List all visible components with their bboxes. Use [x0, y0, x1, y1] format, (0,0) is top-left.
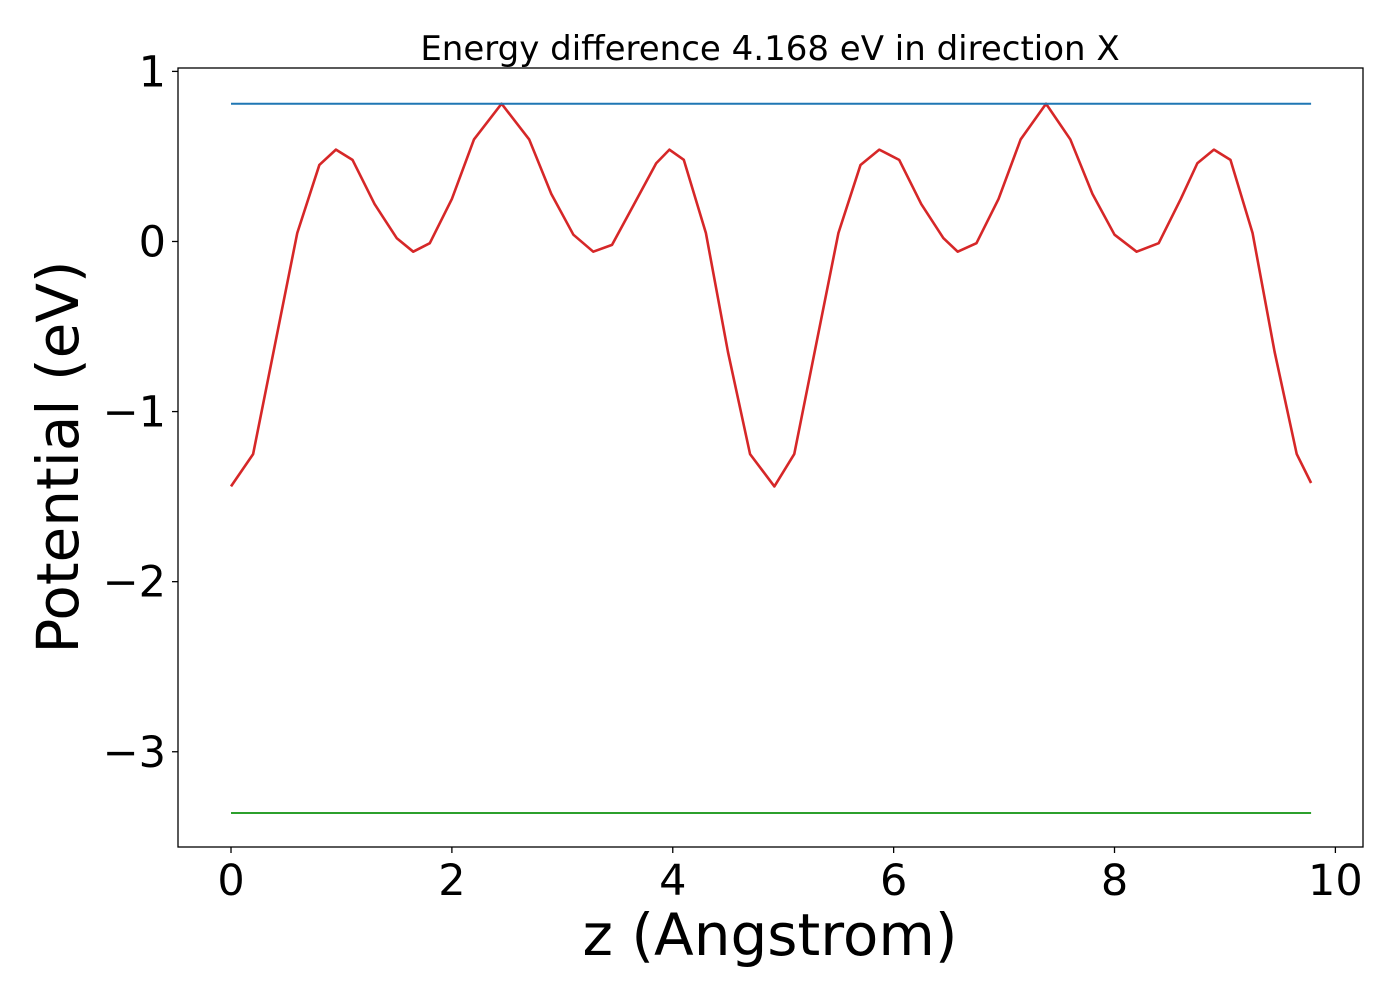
y-axis-title: Potential (eV): [24, 260, 92, 653]
y-tick-label: −1: [103, 388, 166, 438]
x-axis-ticks: 0 2 4 6 8 10: [217, 847, 1363, 906]
y-tick-label: 1: [139, 47, 166, 97]
x-tick-label: 8: [1101, 856, 1128, 906]
plot-area: [177, 67, 1364, 848]
x-tick-label: 6: [880, 856, 907, 906]
x-tick-label: 2: [438, 856, 465, 906]
y-tick-label: −2: [103, 558, 166, 608]
y-axis-ticks: 1 0 −1 −2 −3: [103, 47, 178, 778]
x-axis-title: z (Angstrom): [583, 901, 958, 969]
y-tick-label: −3: [103, 728, 166, 778]
x-tick-label: 4: [659, 856, 686, 906]
series-group: [229, 102, 1313, 814]
potential-line: [229, 102, 1313, 488]
plot-frame: [177, 67, 1364, 848]
chart-title: Energy difference 4.168 eV in direction …: [420, 29, 1119, 69]
x-tick-label: 10: [1308, 856, 1363, 906]
x-tick-label: 0: [217, 856, 244, 906]
y-tick-label: 0: [139, 217, 166, 267]
